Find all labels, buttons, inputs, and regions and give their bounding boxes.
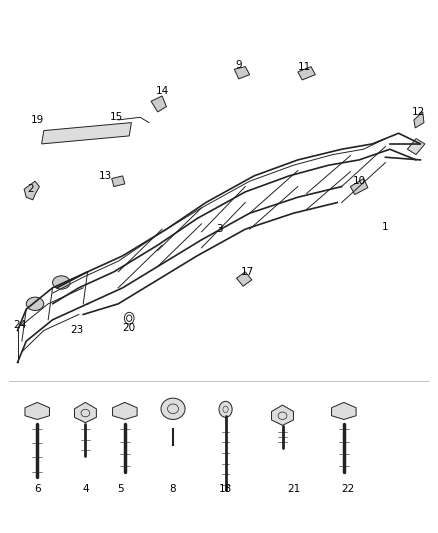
Text: 21: 21 — [287, 484, 300, 494]
Text: 18: 18 — [219, 484, 232, 494]
Ellipse shape — [53, 276, 70, 289]
Text: 22: 22 — [342, 484, 355, 494]
Text: 12: 12 — [412, 107, 425, 117]
Ellipse shape — [219, 401, 232, 417]
Polygon shape — [414, 112, 424, 128]
Text: 11: 11 — [298, 62, 311, 71]
Text: 2: 2 — [27, 184, 34, 194]
Text: 23: 23 — [70, 326, 83, 335]
Text: 15: 15 — [110, 112, 123, 122]
Text: 10: 10 — [353, 176, 366, 186]
Polygon shape — [350, 179, 368, 195]
Polygon shape — [24, 181, 39, 200]
Ellipse shape — [161, 398, 185, 419]
Text: 9: 9 — [235, 60, 242, 70]
Text: 13: 13 — [99, 171, 112, 181]
Text: 3: 3 — [215, 224, 223, 234]
Polygon shape — [234, 67, 250, 79]
Polygon shape — [113, 402, 137, 419]
Text: 19: 19 — [31, 115, 44, 125]
Polygon shape — [332, 402, 356, 419]
Polygon shape — [151, 96, 166, 112]
Polygon shape — [272, 405, 293, 425]
Polygon shape — [25, 402, 49, 419]
Text: 24: 24 — [13, 320, 26, 330]
Text: 6: 6 — [34, 484, 41, 494]
Text: 5: 5 — [117, 484, 124, 494]
Text: 17: 17 — [241, 267, 254, 277]
Text: 20: 20 — [123, 323, 136, 333]
Polygon shape — [298, 67, 315, 80]
Text: 4: 4 — [82, 484, 89, 494]
Polygon shape — [237, 272, 252, 286]
Polygon shape — [407, 139, 425, 155]
Text: 14: 14 — [155, 86, 169, 95]
Ellipse shape — [26, 297, 44, 310]
Text: 8: 8 — [170, 484, 177, 494]
Polygon shape — [74, 402, 96, 423]
Polygon shape — [42, 123, 131, 144]
Polygon shape — [112, 176, 125, 187]
Text: 1: 1 — [382, 222, 389, 231]
